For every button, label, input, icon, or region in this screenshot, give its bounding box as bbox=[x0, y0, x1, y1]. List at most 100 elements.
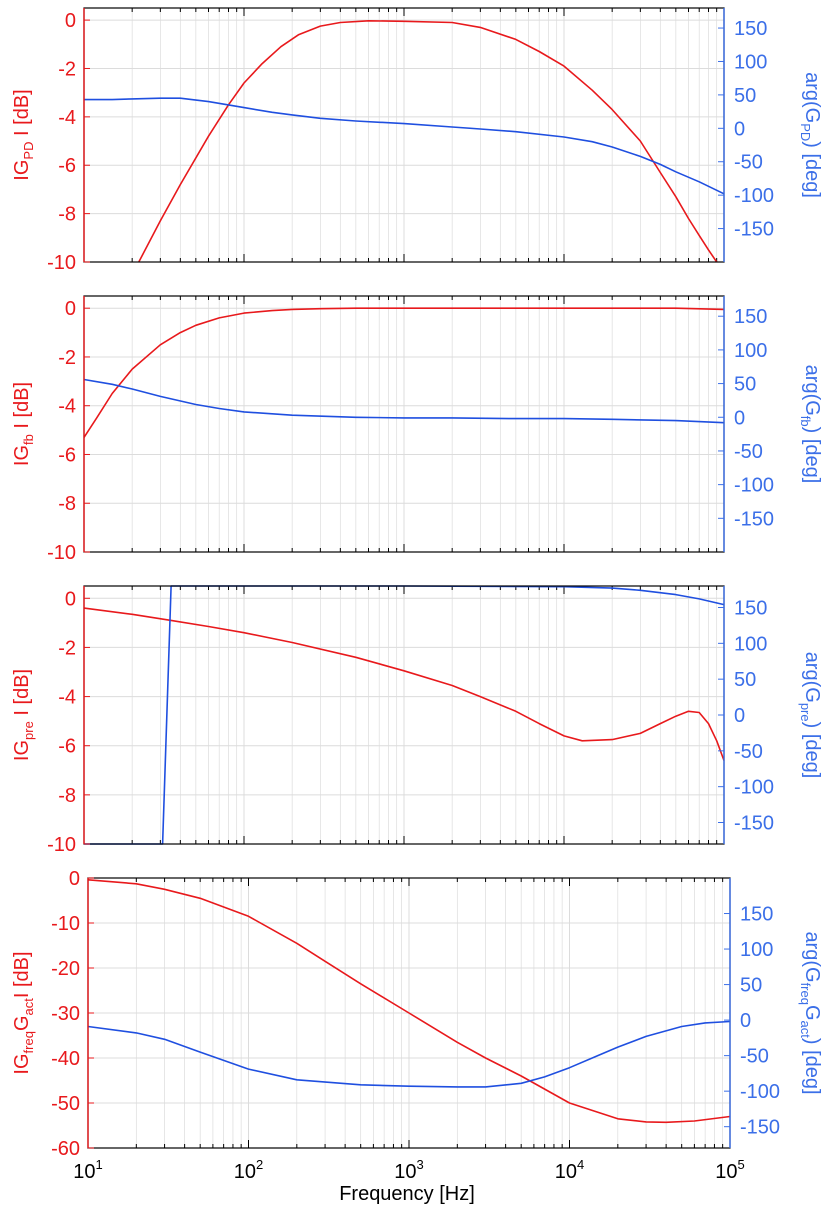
y-left-tick-label: 0 bbox=[69, 868, 80, 890]
y-left-axis-label: IGfb I [dB] bbox=[11, 382, 36, 466]
label-subscript: fb bbox=[798, 416, 813, 427]
label-part: G bbox=[11, 1015, 33, 1031]
label-part: IG bbox=[11, 1053, 33, 1074]
y-right-tick-label: -100 bbox=[740, 1081, 780, 1103]
x-tick-base: 10 bbox=[73, 1161, 95, 1183]
y-right-tick-label: -100 bbox=[734, 475, 774, 497]
x-tick-base: 10 bbox=[394, 1161, 416, 1183]
y-right-tick-label: 100 bbox=[740, 939, 773, 961]
y-left-tick-label: -60 bbox=[51, 1138, 80, 1160]
label-part: arg(G bbox=[801, 72, 823, 123]
y-left-tick-label: -10 bbox=[47, 252, 76, 274]
x-axis-label: Frequency [Hz] bbox=[339, 1183, 475, 1205]
y-right-tick-label: 0 bbox=[740, 1010, 751, 1032]
y-right-tick-label: -100 bbox=[734, 777, 774, 799]
label-subscript: pre bbox=[21, 721, 36, 740]
label-part: arg(G bbox=[801, 365, 823, 416]
label-part: ) [deg] bbox=[801, 1038, 823, 1095]
y-left-tick-label: -8 bbox=[58, 204, 76, 226]
magnitude-line bbox=[87, 879, 731, 1124]
magnitude-line bbox=[138, 19, 718, 263]
label-part: G bbox=[801, 1005, 823, 1021]
label-subscript: act bbox=[798, 1021, 813, 1039]
label-part: arg(G bbox=[801, 652, 823, 703]
y-right-tick-label: 150 bbox=[740, 904, 773, 926]
label-part: IG bbox=[11, 160, 33, 181]
y-right-tick-label: -150 bbox=[734, 813, 774, 835]
y-left-tick-label: -6 bbox=[58, 444, 76, 466]
label-part: I [dB] bbox=[11, 669, 33, 721]
y-right-tick-label: -150 bbox=[734, 508, 774, 530]
x-tick-exponent: 5 bbox=[738, 1157, 745, 1172]
label-part: IG bbox=[11, 445, 33, 466]
magnitude-line bbox=[83, 307, 725, 438]
label-subscript: act bbox=[21, 998, 36, 1016]
x-tick-label: 105 bbox=[715, 1157, 744, 1183]
x-tick-label: 101 bbox=[73, 1157, 102, 1183]
label-part: I [dB] bbox=[11, 951, 33, 998]
y-right-tick-label: 100 bbox=[734, 340, 767, 362]
y-right-tick-label: 100 bbox=[734, 51, 767, 73]
y-right-axis-label: arg(Gfb) [deg] bbox=[798, 365, 823, 484]
x-tick-exponent: 2 bbox=[256, 1157, 263, 1172]
x-tick-exponent: 1 bbox=[96, 1157, 103, 1172]
y-right-axis-label: arg(GPD) [deg] bbox=[798, 72, 823, 198]
label-part: I [dB] bbox=[11, 89, 33, 141]
y-right-tick-label: 50 bbox=[734, 669, 756, 691]
y-left-tick-label: -6 bbox=[58, 736, 76, 758]
x-tick-exponent: 4 bbox=[577, 1157, 584, 1172]
y-left-tick-label: -40 bbox=[51, 1048, 80, 1070]
x-tick-label: 103 bbox=[394, 1157, 423, 1183]
phase-line bbox=[87, 1020, 731, 1088]
y-right-tick-label: 50 bbox=[734, 374, 756, 396]
y-left-tick-label: 0 bbox=[65, 588, 76, 610]
phase-line bbox=[84, 97, 725, 195]
y-right-tick-label: -50 bbox=[740, 1046, 769, 1068]
y-left-tick-label: -2 bbox=[58, 58, 76, 80]
y-right-tick-label: 0 bbox=[734, 118, 745, 140]
y-right-tick-label: -150 bbox=[740, 1117, 780, 1139]
y-left-tick-label: -10 bbox=[51, 913, 80, 935]
y-right-tick-label: -150 bbox=[734, 219, 774, 241]
y-left-axis-label: IGfreqGactI [dB] bbox=[11, 951, 36, 1074]
y-left-tick-label: -2 bbox=[58, 637, 76, 659]
y-right-tick-label: 100 bbox=[734, 633, 767, 655]
y-left-tick-label: -50 bbox=[51, 1093, 80, 1115]
y-right-tick-label: 150 bbox=[734, 18, 767, 40]
x-tick-base: 10 bbox=[715, 1161, 737, 1183]
y-right-axis-label: arg(GfreqGact) [deg] bbox=[798, 931, 823, 1094]
x-tick-label: 104 bbox=[555, 1157, 584, 1183]
y-left-tick-label: -10 bbox=[47, 542, 76, 564]
y-left-tick-label: -30 bbox=[51, 1003, 80, 1025]
x-tick-base: 10 bbox=[555, 1161, 577, 1183]
y-left-tick-label: 0 bbox=[65, 10, 76, 32]
y-left-axis-label: IGpre I [dB] bbox=[11, 669, 36, 761]
y-right-tick-label: 0 bbox=[734, 407, 745, 429]
label-subscript: fb bbox=[21, 434, 36, 445]
label-subscript: pre bbox=[798, 703, 813, 722]
y-right-tick-label: 50 bbox=[734, 85, 756, 107]
y-left-tick-label: -2 bbox=[58, 347, 76, 369]
x-tick-base: 10 bbox=[234, 1161, 256, 1183]
label-subscript: PD bbox=[798, 123, 813, 141]
y-right-tick-label: 150 bbox=[734, 598, 767, 620]
y-left-tick-label: -20 bbox=[51, 958, 80, 980]
label-part: IG bbox=[11, 740, 33, 761]
phase-line bbox=[83, 378, 725, 424]
y-left-tick-label: -4 bbox=[58, 687, 76, 709]
y-right-tick-label: -100 bbox=[734, 185, 774, 207]
x-tick-label: 102 bbox=[234, 1157, 263, 1183]
y-left-tick-label: -4 bbox=[58, 107, 76, 129]
y-left-tick-label: -10 bbox=[47, 834, 76, 856]
label-part: I [dB] bbox=[11, 382, 33, 434]
label-part: ) [deg] bbox=[801, 427, 823, 484]
x-tick-exponent: 3 bbox=[417, 1157, 424, 1172]
y-left-tick-label: -6 bbox=[58, 155, 76, 177]
y-right-tick-label: 0 bbox=[734, 705, 745, 727]
y-right-tick-label: 50 bbox=[740, 975, 762, 997]
y-left-tick-label: -8 bbox=[58, 785, 76, 807]
